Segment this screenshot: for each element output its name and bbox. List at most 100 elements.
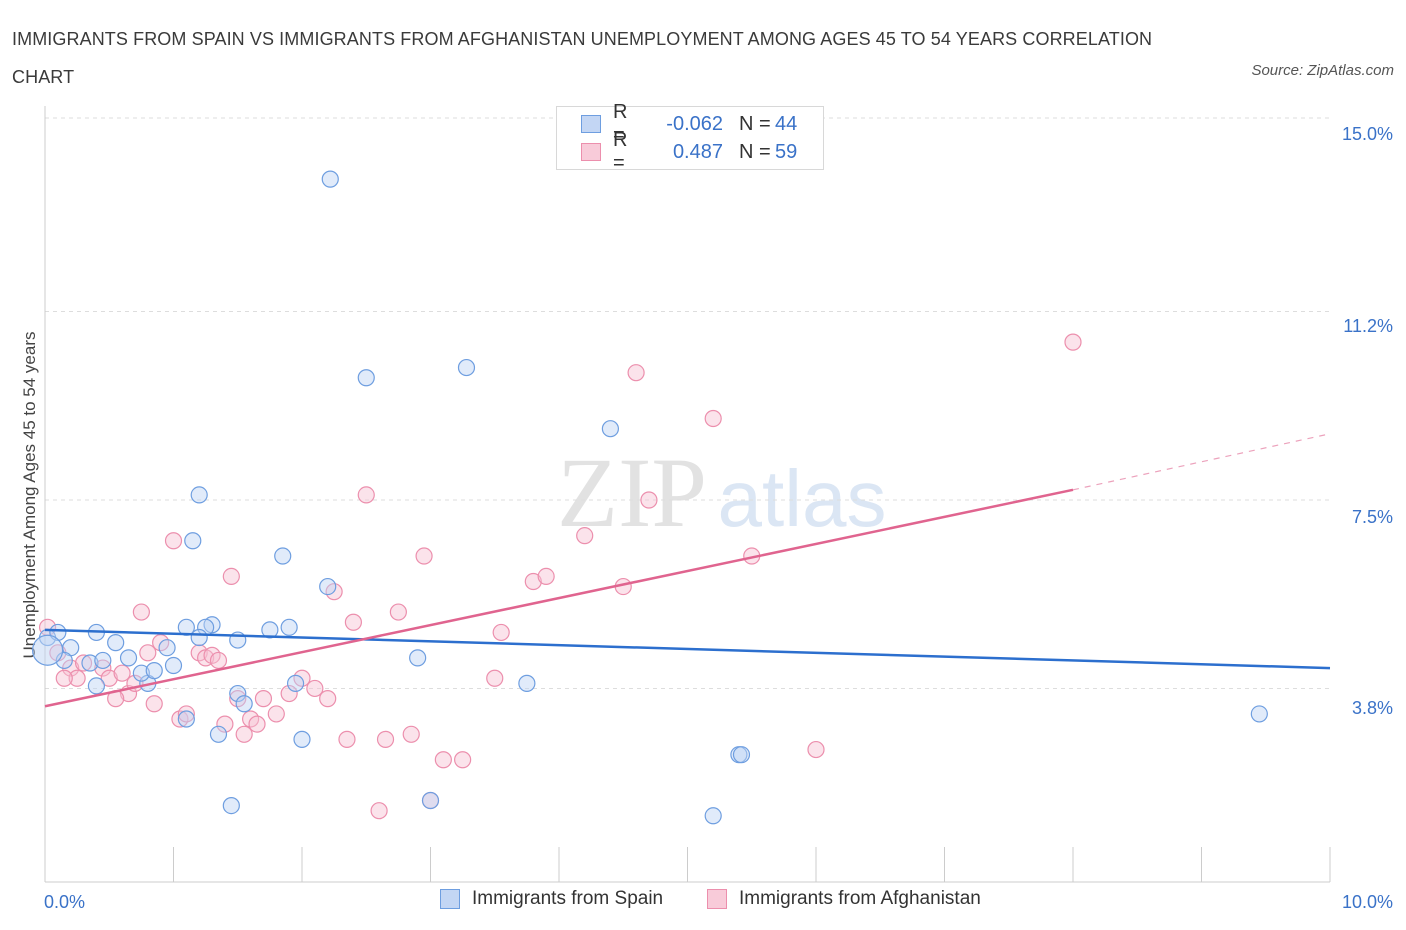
spain-point-23 [274, 547, 292, 565]
afghanistan-point-31 [306, 679, 324, 698]
afghanistan-point-10 [139, 644, 157, 662]
afghanistan-point-29 [280, 684, 298, 703]
spain-point-12 [145, 662, 163, 680]
spain-point-27 [235, 695, 253, 713]
spain-point-31 [293, 730, 311, 748]
afghanistan-point-52 [640, 491, 658, 509]
afghanistan-points [38, 333, 1082, 820]
spain-point-22 [319, 577, 337, 596]
legend-row-afghanistan: R = 0.487 N = 59 [581, 129, 798, 174]
spain-point-35 [457, 358, 476, 377]
spain-point-28 [177, 710, 195, 728]
axes [44, 106, 1331, 883]
spain-point-37 [409, 649, 427, 667]
bottom-legend-afghanistan: Immigrants from Afghanistan [707, 888, 981, 910]
afghanistan-point-51 [627, 364, 645, 382]
spain-point-25 [190, 486, 208, 504]
y-tick-label-15-0: 15.0% [1342, 124, 1393, 144]
bottom-legend-label-spain: Immigrants from Spain [472, 888, 664, 909]
afghanistan-point-55 [807, 740, 825, 759]
legend-r-value-spain: -0.062 [666, 112, 723, 135]
afghanistan-point-48 [537, 567, 555, 586]
afghanistan-point-45 [486, 669, 504, 687]
spain-point-33 [321, 170, 339, 188]
afghanistan-point-3 [68, 669, 86, 687]
afghanistan-point-53 [704, 409, 722, 428]
afghanistan-point-21 [216, 715, 234, 733]
watermark-atlas: atlas [718, 454, 887, 543]
spain-point-18 [190, 628, 208, 647]
afghanistan-point-49 [576, 527, 594, 545]
spain-point-7 [94, 651, 112, 670]
afghanistan-point-58 [113, 664, 131, 682]
afghanistan-point-34 [338, 730, 356, 748]
legend-n-label-afghanistan: N = [739, 140, 771, 163]
afghanistan-point-35 [344, 613, 362, 631]
y-tick-label-3-8: 3.8% [1352, 698, 1393, 718]
spain-trend-line [44, 628, 1331, 670]
afghanistan-point-6 [100, 669, 118, 687]
spain-point-14 [177, 618, 195, 636]
afghanistan-point-32 [319, 690, 337, 708]
legend-row-spain: R = -0.062 N = 44 [581, 101, 798, 146]
spain-cluster-point [31, 634, 64, 666]
x-tick-label-min: 0.0% [44, 892, 85, 912]
afghanistan-point-14 [164, 532, 183, 550]
afghanistan-point-36 [357, 486, 375, 504]
spain-point-13 [158, 639, 176, 657]
afghanistan-point-57 [55, 669, 73, 687]
afghanistan-point-26 [248, 715, 266, 733]
legend-swatch-spain [581, 115, 601, 133]
y-tick-label-7-5: 7.5% [1352, 507, 1393, 527]
spain-point-41 [421, 791, 440, 810]
chart-title: IMMIGRANTS FROM SPAIN VS IMMIGRANTS FROM… [12, 29, 1153, 87]
legend-r-label-afghanistan: R = [613, 129, 628, 174]
spain-point-40 [732, 746, 751, 764]
bottom-legend-swatch-afghanistan [707, 889, 727, 909]
afghanistan-point-44 [454, 751, 472, 769]
afghanistan-point-13 [132, 603, 150, 621]
afghanistan-trend-line [44, 488, 1074, 708]
source-label: Source: ZipAtlas.com [1251, 62, 1394, 79]
spain-point-42 [704, 807, 722, 825]
afghanistan-point-39 [389, 603, 407, 621]
afghanistan-point-37 [370, 802, 388, 820]
afghanistan-point-43 [434, 751, 452, 769]
afghanistan-trend-extension [1072, 433, 1331, 491]
afghanistan-point-24 [235, 725, 253, 743]
afghanistan-point-28 [267, 705, 285, 723]
watermark: ZIP atlas [557, 437, 886, 548]
spain-point-20 [261, 621, 279, 639]
spain-point-9 [87, 677, 106, 695]
spain-point-8 [119, 649, 138, 667]
afghanistan-point-38 [376, 730, 395, 748]
y-tick-label-11-2: 11.2% [1343, 316, 1393, 336]
afghanistan-point-11 [145, 695, 163, 713]
afghanistan-point-47 [524, 572, 542, 591]
spain-point-11 [132, 664, 150, 682]
afghanistan-point-16 [177, 705, 195, 723]
legend-n-value-afghanistan: 59 [775, 140, 798, 163]
afghanistan-point-20 [209, 651, 228, 670]
legend-n-value-spain: 44 [775, 112, 798, 135]
spain-point-43 [1250, 705, 1268, 723]
spain-point-32 [222, 796, 240, 815]
bottom-legend-swatch-spain [440, 889, 460, 909]
x-tick-label-max: 10.0% [1342, 892, 1393, 912]
spain-point-34 [357, 369, 375, 387]
legend-n-label-spain: N = [739, 112, 771, 135]
stats-legend: R = -0.062 N = 44 R = 0.487 N = 59 [556, 101, 824, 174]
spain-point-30 [286, 674, 305, 692]
spain-point-21 [280, 618, 298, 636]
legend-swatch-afghanistan [581, 143, 601, 161]
spain-point-6 [81, 654, 99, 672]
watermark-zip: ZIP [557, 437, 707, 548]
afghanistan-point-41 [415, 547, 433, 565]
spain-point-36 [601, 420, 620, 438]
bottom-legend-spain: Immigrants from Spain [440, 888, 663, 910]
trend-lines [44, 433, 1331, 708]
spain-point-17 [164, 656, 183, 675]
spain-point-29 [209, 725, 228, 743]
afghanistan-point-56 [1064, 333, 1082, 351]
